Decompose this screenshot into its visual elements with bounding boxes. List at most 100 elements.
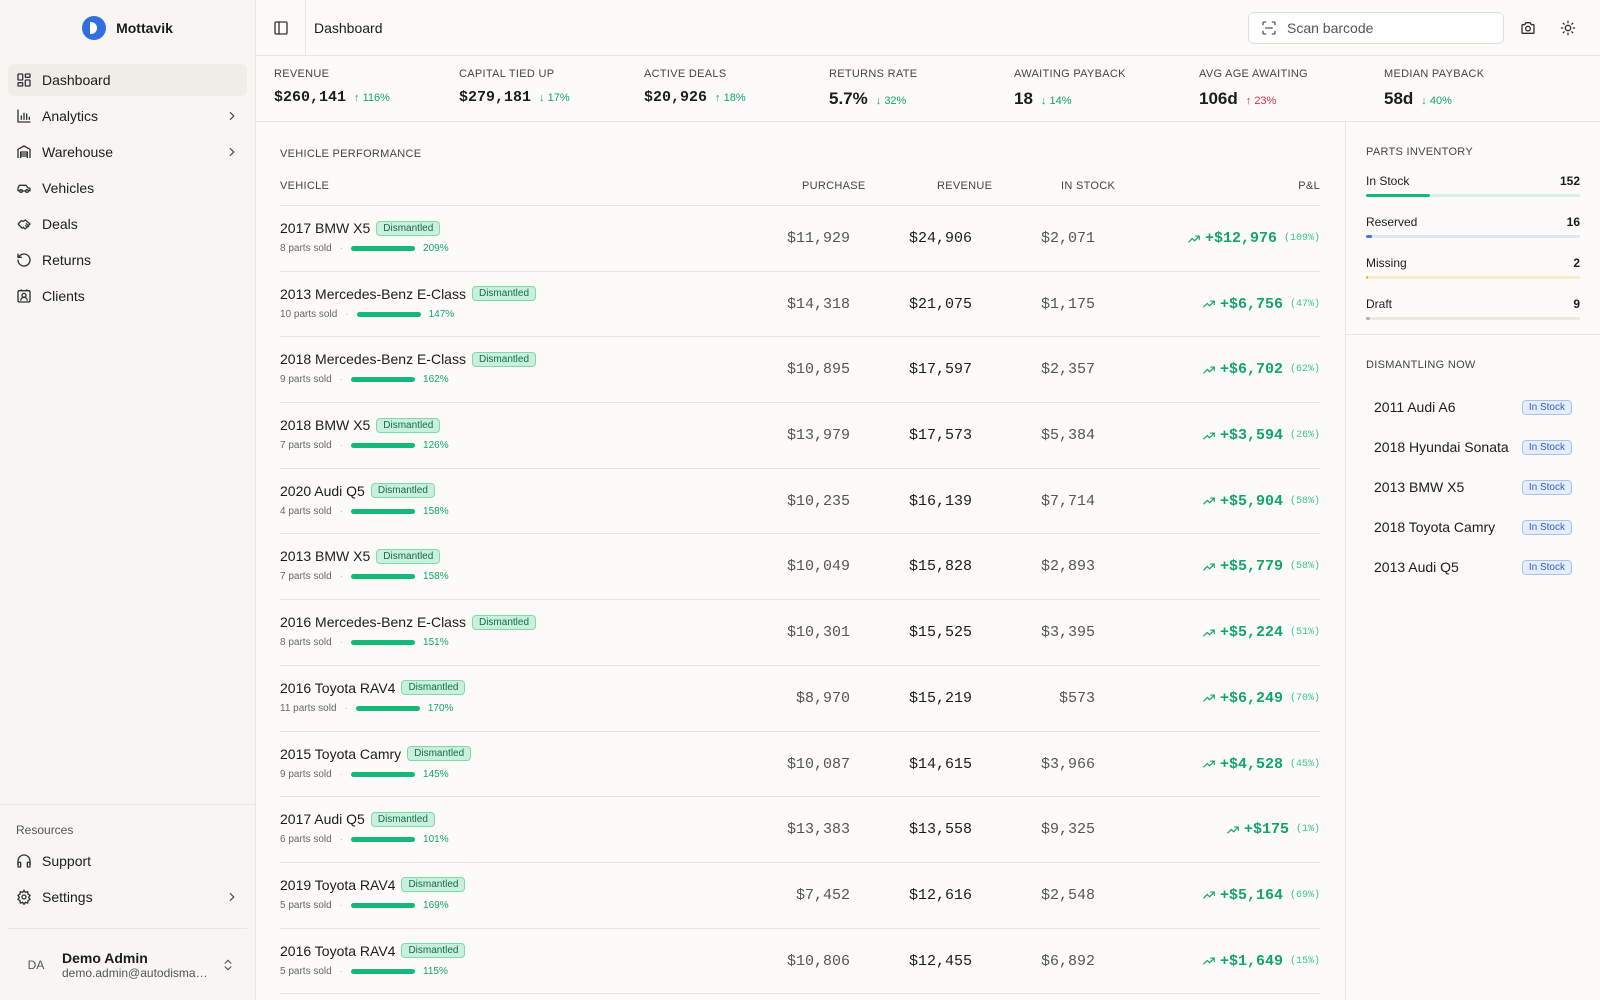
revenue-value: $21,075 [908, 295, 972, 313]
kpi-value: $279,181 [459, 89, 532, 106]
revenue-ratio-bar [351, 771, 416, 777]
inventory-label: In Stock [1366, 174, 1410, 188]
inventory-label: Reserved [1366, 215, 1418, 229]
arrow-down-icon: ↓ [1040, 95, 1047, 107]
revenue-ratio: 115% [423, 965, 448, 977]
sidebar-item-returns[interactable]: Returns [8, 244, 247, 276]
separator-dot: · [339, 637, 344, 649]
chevron-right-icon [229, 892, 235, 902]
parts-inventory-title: PARTS INVENTORY [1366, 146, 1473, 158]
pl-percent: (58%) [1289, 561, 1320, 573]
camera-button[interactable] [1516, 16, 1540, 40]
status-badge: In Stock [1521, 559, 1572, 575]
sidebar-item-settings[interactable]: Settings [8, 881, 247, 913]
table-row[interactable]: 2017 BMW X5 Dismantled 8 parts sold · 209% $1… [280, 206, 1320, 272]
kpi-label: MEDIAN PAYBACK [1384, 68, 1485, 80]
separator-dot: · [339, 965, 344, 977]
pl-value: +$5,779 (58%) [1202, 558, 1320, 575]
table-row[interactable]: 2018 BMW X5 Dismantled 7 parts sold · 126% $1… [280, 403, 1320, 469]
status-badge: Dismantled [376, 417, 441, 433]
kpi-label: REVENUE [274, 68, 330, 80]
inventory-fill [1366, 317, 1371, 320]
status-badge: In Stock [1521, 519, 1572, 535]
pl-amount: +$4,528 [1219, 755, 1283, 773]
sidebar-item-label: Clients [42, 288, 85, 304]
inventory-fill [1366, 276, 1368, 279]
revenue-value: $17,597 [908, 361, 972, 379]
avatar: DA [27, 957, 45, 972]
brand-logo-icon [82, 16, 107, 40]
table-row[interactable]: 2016 Toyota RAV4 Dismantled 11 parts sold ·… [280, 666, 1320, 732]
theme-toggle-button[interactable] [1556, 16, 1580, 40]
kpi-delta: ↑ 23% [1245, 95, 1277, 107]
pl-amount: +$5,904 [1219, 492, 1283, 510]
separator-dot: · [339, 374, 344, 386]
table-row[interactable]: 2017 Audi Q5 Dismantled 6 parts sold · 101% $… [280, 797, 1320, 863]
separator-dot: · [339, 505, 344, 517]
parts-sold: 7 parts sold [280, 440, 332, 452]
kpi-label: RETURNS RATE [829, 68, 918, 80]
trending-up-icon [1188, 235, 1200, 242]
revenue-ratio-bar [351, 902, 416, 908]
pl-amount: +$5,779 [1219, 558, 1283, 576]
inventory-count: 9 [1573, 297, 1580, 311]
revenue-ratio-bar [351, 246, 416, 251]
user-menu[interactable]: DA Demo Admin demo.admin@autodismantle..… [8, 928, 247, 1000]
pl-amount: +$1,649 [1219, 952, 1283, 970]
dismantling-item[interactable]: 2011 Audi A6 In Stock [1366, 387, 1580, 427]
table-row[interactable]: 2016 Mercedes-Benz E-Class Dismantled 8 pa… [280, 600, 1320, 666]
revenue-ratio-bar [351, 837, 416, 843]
sidebar-item-deals[interactable]: Deals [8, 208, 247, 240]
sidebar-item-label: Vehicles [42, 180, 95, 196]
purchase-value: $10,895 [786, 361, 850, 379]
chevron-right-icon [229, 111, 235, 121]
status-badge: In Stock [1521, 479, 1572, 495]
inventory-track [1366, 276, 1580, 279]
sidebar-item-vehicles[interactable]: Vehicles [8, 172, 247, 204]
handshake-icon [16, 216, 32, 232]
section-title: VEHICLE PERFORMANCE [280, 148, 422, 160]
table-row[interactable]: 2013 Mercedes-Benz E-Class Dismantled 10 p… [280, 272, 1320, 338]
sidebar-item-support[interactable]: Support [8, 845, 247, 877]
table-row[interactable]: 2015 Toyota Camry Dismantled 9 parts sold ·… [280, 732, 1320, 798]
status-badge: Dismantled [376, 220, 441, 236]
camera-icon [1521, 22, 1535, 34]
sidebar-toggle-button[interactable] [256, 0, 306, 56]
contact-icon [16, 288, 32, 304]
table-row[interactable]: 2019 Toyota RAV4 Dismantled 5 parts sold · 1… [280, 863, 1320, 929]
pl-percent: (15%) [1289, 955, 1320, 967]
table-row[interactable]: 2016 Toyota RAV4 Dismantled 5 parts sold · 1… [280, 929, 1320, 995]
brand[interactable]: Mottavik [0, 0, 255, 56]
table-row[interactable]: 2013 BMW X5 Dismantled 7 parts sold · 158% $1… [280, 534, 1320, 601]
status-badge: Dismantled [471, 286, 537, 302]
kpi-value: 18 [1014, 89, 1033, 108]
purchase-value: $8,970 [795, 689, 850, 707]
table-row[interactable]: 2018 Mercedes-Benz E-Class Dismantled 9 pa… [280, 337, 1320, 404]
dismantling-item[interactable]: 2013 Audi Q5 In Stock [1366, 547, 1580, 587]
col-pl: P&L [1298, 180, 1320, 192]
in-stock-value: $1,175 [1040, 295, 1095, 313]
revenue-ratio: 145% [423, 768, 449, 780]
revenue-value: $15,525 [908, 624, 972, 642]
sidebar-item-dashboard[interactable]: Dashboard [8, 64, 247, 96]
arrow-down-icon: ↓ [1421, 95, 1427, 107]
dismantling-item[interactable]: 2018 Hyundai Sonata In Stock [1366, 427, 1580, 467]
table-row[interactable]: 2020 Audi Q5 Dismantled 4 parts sold · 158% $… [280, 469, 1320, 535]
trending-up-icon [1203, 694, 1215, 702]
dismantling-item[interactable]: 2018 Toyota Camry In Stock [1366, 507, 1580, 547]
status-badge: Dismantled [471, 614, 537, 630]
sidebar-item-analytics[interactable]: Analytics [8, 100, 247, 132]
inventory-fill [1366, 235, 1373, 238]
sidebar-item-warehouse[interactable]: Warehouse [8, 136, 247, 168]
vehicle-name: 2016 Toyota RAV4 [280, 942, 396, 959]
in-stock-value: $6,892 [1040, 952, 1095, 970]
dashboard-icon [16, 72, 32, 88]
inventory-count: 16 [1566, 215, 1580, 229]
in-stock-value: $3,966 [1040, 755, 1095, 773]
dismantling-item[interactable]: 2013 BMW X5 In Stock [1366, 467, 1580, 507]
trending-up-icon [1203, 957, 1215, 965]
purchase-value: $10,087 [786, 755, 850, 773]
scan-barcode-input[interactable]: Scan barcode [1248, 12, 1504, 44]
sidebar-item-clients[interactable]: Clients [8, 280, 247, 312]
kpi-delta: ↓ 14% [1040, 95, 1072, 107]
